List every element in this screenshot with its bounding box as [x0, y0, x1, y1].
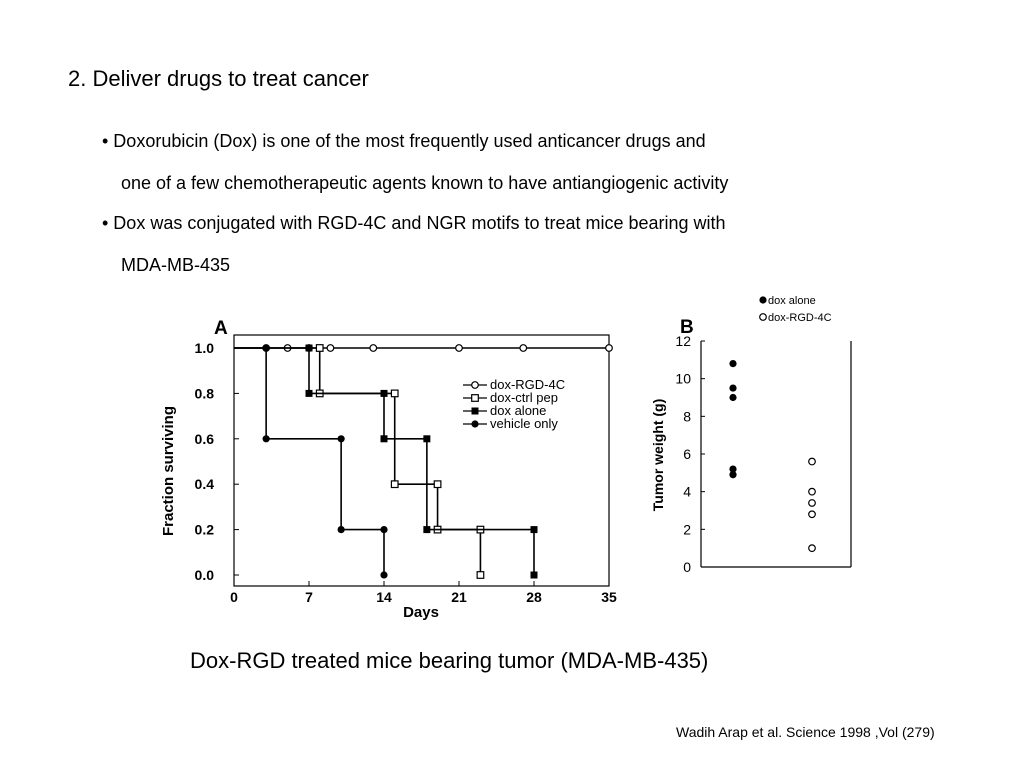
panel-a-point-dox-ctrl-pep — [315, 344, 324, 352]
panel-b-legend-label-dox-alone: dox alone — [768, 295, 816, 307]
panel-b-point-dox-rgd-4c — [808, 510, 816, 519]
panel-a-xtick-label: 28 — [526, 589, 542, 605]
panel-b-ytick-label: 12 — [675, 333, 691, 349]
panel-b-legend-marker-dox-alone — [759, 296, 767, 304]
legend-label-vehicle-only: vehicle only — [490, 416, 558, 431]
citation: Wadih Arap et al. Science 1998 ,Vol (279… — [676, 724, 935, 740]
panel-a-survival-chart: A 0.0 0.2 0.4 0.6 0.8 1.0 0 7 14 21 28 35 Days Fractio… — [160, 318, 617, 621]
panel-a-point-dox-alone — [530, 526, 538, 534]
panel-b-legend-marker-dox-rgd-4c — [759, 313, 767, 321]
panel-b-y-axis-label: Tumor weight (g) — [650, 399, 666, 512]
panel-a-point-dox-alone — [423, 435, 431, 443]
panel-a-point-dox-alone — [380, 435, 388, 443]
panel-b-point-dox-alone — [729, 465, 737, 473]
panel-a-ytick-label: 0.6 — [195, 431, 215, 447]
bullet-conjugation: • Dox was conjugated with RGD-4C and NGR… — [102, 213, 726, 233]
panel-a-xtick-label: 7 — [305, 589, 313, 605]
panel-a-point-vehicle-only — [380, 571, 388, 579]
panel-a-point-dox-rgd-4c — [369, 344, 378, 352]
panel-b-point-dox-rgd-4c — [808, 544, 816, 553]
slide-heading: 2. Deliver drugs to treat cancer — [68, 66, 369, 91]
panel-a-letter: A — [214, 318, 228, 339]
panel-a-point-dox-rgd-4c — [519, 344, 528, 352]
panel-a-x-axis-label: Days — [403, 604, 439, 621]
panel-a-point-dox-alone — [305, 389, 313, 397]
panel-a-xtick-label: 21 — [451, 589, 467, 605]
panel-b-ytick-label: 8 — [683, 408, 691, 424]
panel-a-point-vehicle-only — [337, 435, 345, 443]
legend-label-dox-alone: dox alone — [490, 403, 546, 418]
panel-b-ytick-label: 2 — [683, 521, 691, 537]
panel-a-ytick-label: 0.8 — [195, 385, 215, 401]
panel-b-ytick-label: 4 — [683, 484, 691, 500]
panel-b-point-dox-alone — [729, 360, 737, 368]
panel-a-point-dox-rgd-4c — [455, 344, 463, 352]
figure-caption: Dox-RGD treated mice bearing tumor (MDA-… — [190, 648, 709, 673]
panel-a-point-dox-ctrl-pep — [390, 480, 399, 489]
panel-a-point-vehicle-only — [337, 526, 345, 534]
bullet-dox-description-continued: one of a few chemotherapeutic agents kno… — [121, 173, 729, 193]
legend-marker-dox-ctrl-pep — [471, 394, 479, 402]
panel-a-point-vehicle-only — [262, 344, 270, 352]
panel-a-xtick-label: 35 — [601, 589, 617, 605]
panel-a-point-dox-alone — [423, 526, 431, 534]
legend-marker-dox-rgd-4c — [471, 381, 479, 389]
bullet-dox-description: • Doxorubicin (Dox) is one of the most f… — [102, 131, 706, 151]
legend-marker-vehicle-only — [471, 420, 479, 428]
panel-b-ytick-label: 10 — [675, 371, 691, 387]
legend-marker-dox-alone — [471, 407, 479, 415]
panel-a-xtick-label: 0 — [230, 589, 238, 605]
panel-b-tumor-weight-chart: B 0 2 4 6 8 10 12 Tumor weight (g) dox alone dox-R… — [650, 295, 852, 575]
panel-b-letter: B — [680, 317, 694, 338]
panel-a-frame — [233, 334, 610, 587]
panel-a-point-dox-rgd-4c — [326, 344, 335, 352]
legend-label-dox-rgd-4c: dox-RGD-4C — [490, 377, 565, 392]
panel-b-legend-label-dox-rgd-4c: dox-RGD-4C — [768, 312, 832, 324]
panel-b-ytick-label: 0 — [683, 559, 691, 575]
panel-a-point-dox-rgd-4c — [605, 344, 613, 352]
panel-b-point-dox-rgd-4c — [808, 487, 816, 496]
panel-a-point-dox-alone — [380, 389, 388, 397]
panel-b-point-dox-alone — [729, 384, 737, 392]
panel-a-point-dox-ctrl-pep — [476, 571, 485, 579]
panel-a-point-dox-ctrl-pep — [390, 389, 399, 398]
panel-a-point-dox-alone — [305, 344, 313, 352]
panel-a-point-dox-ctrl-pep — [433, 480, 442, 489]
panel-a-ytick-label: 0.4 — [195, 476, 215, 492]
panel-a-ytick-label: 0.0 — [195, 567, 215, 583]
panel-a-ytick-label: 1.0 — [195, 340, 215, 356]
panel-b-ytick-label: 6 — [683, 446, 691, 462]
panel-a-point-vehicle-only — [262, 435, 270, 443]
panel-b-point-dox-alone — [729, 471, 737, 479]
legend-label-dox-ctrl-pep: dox-ctrl pep — [490, 390, 558, 405]
panel-a-xtick-label: 14 — [376, 589, 392, 605]
panel-a-point-dox-alone — [530, 571, 538, 579]
bullet-conjugation-continued: MDA-MB-435 — [121, 255, 231, 275]
panel-b-point-dox-rgd-4c — [808, 499, 816, 507]
panel-b-point-dox-alone — [729, 393, 737, 402]
panel-b-point-dox-rgd-4c — [808, 457, 816, 466]
panel-a-ytick-label: 0.2 — [195, 522, 215, 538]
panel-a-series-line-dox-ctrl-pep — [234, 347, 482, 575]
panel-a-y-axis-label: Fraction surviving — [160, 406, 177, 536]
panel-a-point-vehicle-only — [380, 526, 388, 534]
